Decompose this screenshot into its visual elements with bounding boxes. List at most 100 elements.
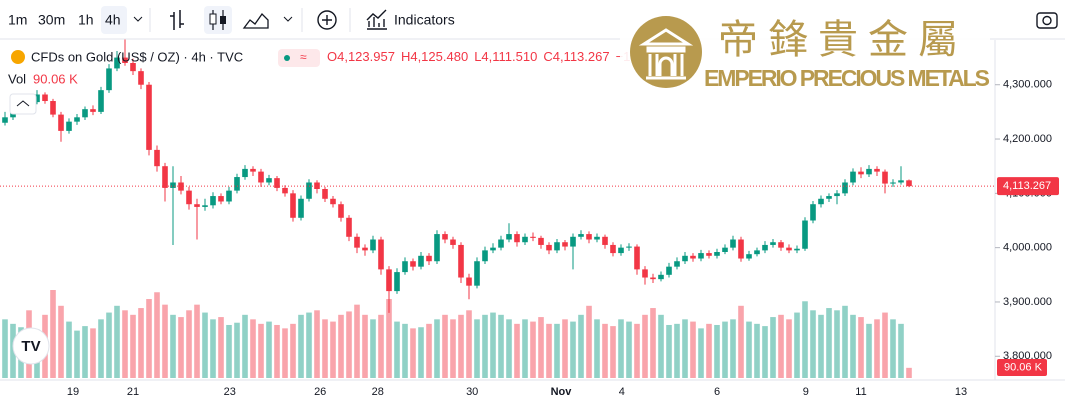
x-tick-label: 30 bbox=[466, 386, 478, 398]
screenshot-icon[interactable] bbox=[1036, 12, 1058, 29]
candle-body bbox=[522, 236, 528, 243]
chart-type-dropdown[interactable] bbox=[283, 16, 293, 22]
interval-button[interactable]: 1m bbox=[8, 12, 27, 28]
volume-bar bbox=[826, 308, 832, 378]
volume-bar bbox=[362, 314, 368, 378]
volume-tag bbox=[997, 359, 1047, 376]
volume-bar bbox=[410, 328, 416, 378]
interval-dropdown[interactable] bbox=[133, 16, 143, 22]
collapse-button[interactable] bbox=[9, 93, 37, 115]
volume-bar bbox=[202, 312, 208, 378]
candle-body bbox=[442, 234, 448, 240]
volume-bar bbox=[66, 321, 72, 378]
volume-bar bbox=[562, 319, 568, 378]
candle-body bbox=[850, 171, 856, 183]
candle-body bbox=[338, 204, 344, 218]
volume-bar bbox=[130, 314, 136, 378]
x-tick-label: 26 bbox=[314, 386, 326, 398]
tv-logo-circle bbox=[12, 327, 50, 365]
volume-bar bbox=[778, 314, 784, 378]
candle-body bbox=[538, 237, 544, 245]
candle-body bbox=[202, 205, 208, 207]
y-tick-label: 3,900.000 bbox=[1003, 296, 1052, 308]
compare-icon[interactable] bbox=[317, 10, 337, 30]
bars-icon[interactable] bbox=[170, 10, 184, 30]
candle-body bbox=[482, 250, 488, 262]
candle-body bbox=[722, 247, 728, 252]
volume-bar bbox=[546, 323, 552, 378]
logo-emblem-arch bbox=[658, 56, 674, 76]
candle-body bbox=[786, 247, 792, 251]
volume-bar bbox=[746, 321, 752, 378]
volume-bar bbox=[418, 327, 424, 378]
screenshot-icon bbox=[1042, 15, 1052, 26]
volume-bar bbox=[290, 323, 296, 378]
y-tick-label: 4,300.000 bbox=[1003, 79, 1052, 91]
volume-bar bbox=[762, 326, 768, 378]
volume-bar bbox=[818, 314, 824, 378]
candle-body bbox=[218, 196, 224, 202]
candle-body bbox=[74, 117, 80, 122]
logo-emblem-pillars bbox=[638, 28, 694, 80]
candle-body bbox=[138, 71, 144, 85]
x-tick-label: 9 bbox=[803, 386, 809, 398]
candle-body bbox=[82, 109, 88, 118]
candle-body bbox=[362, 247, 368, 251]
x-tick-label: 13 bbox=[955, 386, 967, 398]
volume-bar bbox=[394, 321, 400, 378]
compare-icon bbox=[322, 15, 332, 25]
volume-bar bbox=[706, 323, 712, 378]
interval-button[interactable]: 30m bbox=[38, 12, 65, 28]
volume-bar bbox=[754, 323, 760, 378]
candle-body bbox=[530, 236, 536, 238]
interval-button[interactable]: 4h bbox=[105, 12, 121, 28]
tv-logo: TV bbox=[12, 327, 50, 365]
candle-body bbox=[274, 178, 280, 188]
candle-body bbox=[834, 193, 840, 197]
volume-bar bbox=[82, 326, 88, 378]
volume-bar bbox=[498, 314, 504, 378]
candle-body bbox=[650, 277, 656, 280]
area-icon[interactable] bbox=[242, 12, 269, 29]
candle-body bbox=[674, 261, 680, 267]
candle-body bbox=[666, 266, 672, 275]
volume-bar bbox=[866, 323, 872, 378]
volume-bar bbox=[538, 317, 544, 378]
volume-bar bbox=[242, 314, 248, 378]
candle-body bbox=[898, 180, 904, 183]
volume-bar bbox=[402, 323, 408, 378]
indicators-button[interactable]: Indicators bbox=[394, 12, 455, 28]
volume-bar bbox=[162, 304, 168, 378]
candle-body bbox=[506, 234, 512, 240]
x-tick-label: 23 bbox=[224, 386, 236, 398]
volume-bar bbox=[386, 299, 392, 378]
volume-bar bbox=[354, 304, 360, 378]
indicators-icon[interactable] bbox=[366, 9, 387, 30]
volume-bar bbox=[666, 324, 672, 378]
x-tick-label: 6 bbox=[714, 386, 720, 398]
volume-bar bbox=[906, 367, 912, 378]
candle-body bbox=[322, 189, 328, 199]
candle-body bbox=[346, 217, 352, 237]
candle-body bbox=[98, 90, 104, 112]
volume-bar bbox=[146, 299, 152, 378]
volume-bar bbox=[138, 308, 144, 378]
volume-bar bbox=[122, 310, 128, 378]
interval-button[interactable]: 1h bbox=[78, 12, 94, 28]
volume-bar bbox=[842, 305, 848, 378]
candle-body bbox=[386, 269, 392, 292]
candle-body bbox=[66, 121, 72, 131]
candle-body bbox=[394, 272, 400, 292]
volume-bar bbox=[658, 314, 664, 378]
candle-body bbox=[2, 117, 8, 123]
candle-body bbox=[658, 274, 664, 280]
candle-body bbox=[354, 236, 360, 248]
volume-bar bbox=[114, 305, 120, 378]
volume-bar bbox=[626, 321, 632, 378]
volume-bar bbox=[850, 314, 856, 378]
candle-body bbox=[562, 242, 568, 247]
y-tick-label: 4,000.000 bbox=[1003, 242, 1052, 254]
volume-bar bbox=[170, 314, 176, 378]
x-tick-label: 4 bbox=[619, 386, 625, 398]
